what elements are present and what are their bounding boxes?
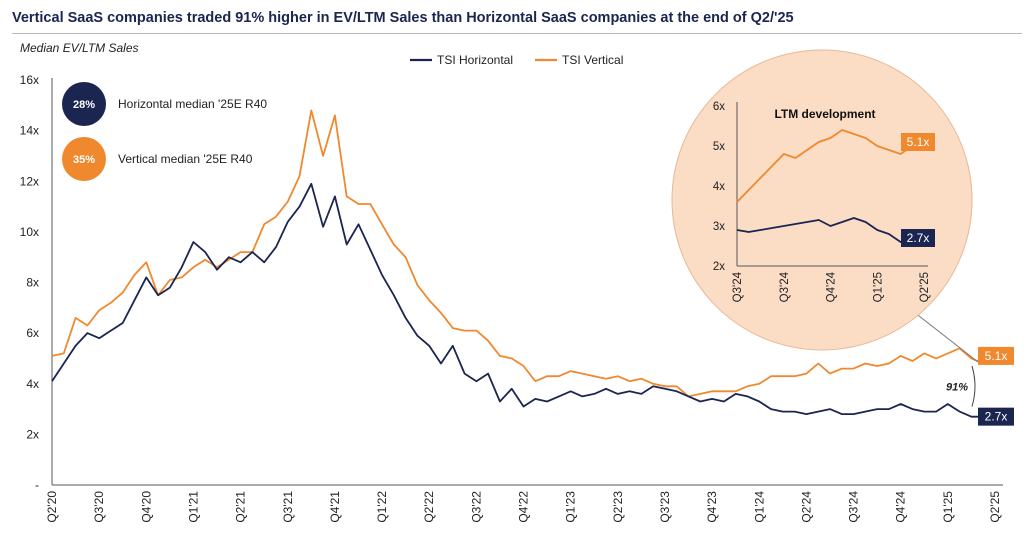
- inset-circle: [671, 49, 973, 351]
- inset-series-line-horizontal: [736, 217, 925, 243]
- x-tick-label: Q3'23: [658, 491, 672, 523]
- inset-end-label-vertical: 5.1x: [907, 135, 930, 149]
- x-tick-label: Q1'21: [186, 491, 200, 523]
- inset-x-tick-label: Q3'24: [732, 271, 744, 302]
- y-tick-label: 8x: [26, 276, 39, 290]
- gap-bracket: [971, 365, 976, 407]
- x-tick-label: Q1'24: [752, 491, 766, 523]
- y-tick-label: 14x: [20, 124, 39, 138]
- inset-x-tick-label: Q3'24: [779, 271, 791, 302]
- y-tick-label: 10x: [20, 225, 39, 239]
- end-label-vertical: 5.1x: [985, 349, 1008, 363]
- median-badges: 28% Horizontal median '25E R40 35% Vertical…: [62, 82, 267, 181]
- series-line-vertical: [51, 109, 996, 398]
- end-label-box-horizontal: [978, 407, 1014, 426]
- inset-title: LTM development: [774, 107, 875, 121]
- axes: - 2x 4x 6x 8x 10x 12x 14x 16x Q2'20 Q3'20 Q4'20 Q1'2…: [20, 73, 1003, 523]
- median-badge-label: Vertical median '25E R40: [118, 152, 253, 166]
- y-axis-subtitle: Median EV/LTM Sales: [20, 41, 139, 55]
- x-tick-label: Q4'24: [894, 491, 908, 523]
- inset-end-label-horizontal: 2.7x: [907, 231, 930, 245]
- y-tick-label: 6x: [26, 326, 39, 340]
- x-tick-label: Q4'20: [139, 491, 153, 523]
- end-label-horizontal: 2.7x: [985, 410, 1008, 424]
- legend: TSI Horizontal TSI Vertical: [410, 53, 623, 67]
- inset-y-tick-label: 6x: [713, 101, 725, 113]
- chart-title: Vertical SaaS companies traded 91% highe…: [12, 10, 794, 26]
- legend-label-horizontal: TSI Horizontal: [437, 53, 513, 67]
- median-badge-value: 28%: [73, 99, 95, 111]
- x-tick-label: Q4'23: [705, 491, 719, 523]
- gap-annotation: 91%: [946, 381, 968, 393]
- median-badge-label: Horizontal median '25E R40: [118, 97, 267, 111]
- x-tick-label: Q2'20: [45, 491, 59, 523]
- median-badge-circle: [62, 137, 106, 181]
- inset-y-tick-label: 5x: [713, 141, 725, 153]
- inset-x-tick-label: Q4'24: [826, 271, 838, 302]
- title-divider: [12, 33, 1022, 34]
- series-lines: [51, 109, 996, 418]
- legend-label-vertical: TSI Vertical: [562, 53, 623, 67]
- x-tick-label: Q2'21: [234, 491, 248, 523]
- x-tick-label: Q3'22: [469, 491, 483, 523]
- x-tick-label: Q3'21: [281, 491, 295, 523]
- x-tick-label: Q4'21: [328, 491, 342, 523]
- end-label-box-vertical: [978, 346, 1014, 365]
- end-labels: 5.1x 2.7x 91%: [946, 346, 1014, 426]
- median-badge-circle: [62, 82, 106, 126]
- inset-end-label-box-horizontal: [901, 229, 935, 247]
- x-tick-label: Q1'25: [941, 491, 955, 523]
- inset-end-label-box-vertical: [901, 133, 935, 151]
- y-tick-label: 12x: [20, 174, 39, 188]
- y-tick-label: 4x: [26, 377, 39, 391]
- x-tick-label: Q1'22: [375, 491, 389, 523]
- y-tick-label: 16x: [20, 73, 39, 87]
- x-tick-label: Q3'24: [847, 491, 861, 523]
- inset-x-tick-label: Q1'25: [872, 272, 884, 302]
- inset-chart: LTM development 2x 3x 4x 5x 6x Q3'24 Q3'24 Q4'24…: [671, 49, 979, 363]
- x-tick-label: Q1'23: [564, 491, 578, 523]
- inset-y-tick-label: 4x: [713, 181, 725, 193]
- x-tick-label: Q2'25: [988, 491, 1002, 523]
- x-tick-label: Q3'20: [92, 491, 106, 523]
- inset-series-line-vertical: [736, 129, 925, 203]
- inset-x-tick-label: Q2'25: [919, 272, 931, 302]
- y-tick-label: 2x: [26, 427, 39, 441]
- x-tick-label: Q2'24: [799, 491, 813, 523]
- inset-y-tick-label: 2x: [713, 261, 725, 273]
- x-tick-label: Q2'23: [611, 491, 625, 523]
- median-badge-value: 35%: [73, 154, 95, 166]
- inset-y-tick-label: 3x: [713, 221, 725, 233]
- y-tick-label: -: [35, 478, 39, 492]
- x-tick-label: Q2'22: [422, 491, 436, 523]
- x-tick-label: Q4'22: [517, 491, 531, 523]
- series-line-horizontal: [51, 182, 995, 418]
